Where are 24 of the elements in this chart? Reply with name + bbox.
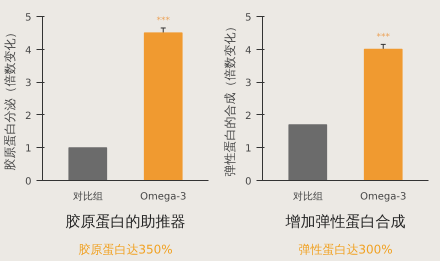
y-tick-label: 2 bbox=[245, 110, 252, 122]
y-tick-label: 3 bbox=[245, 78, 252, 90]
y-tick-label: 3 bbox=[25, 78, 32, 90]
x-tick-label: 对比组 bbox=[72, 190, 103, 202]
annotation: *** bbox=[156, 16, 170, 26]
y-tick-label: 2 bbox=[25, 110, 32, 122]
y-tick-label: 4 bbox=[25, 45, 32, 56]
y-tick-label: 0 bbox=[245, 176, 252, 188]
y-tick-label: 1 bbox=[245, 144, 252, 155]
text: 弹性蛋白达300% bbox=[298, 242, 393, 256]
y-axis-title: 胶原蛋白分泌（倍数变化） bbox=[3, 26, 18, 170]
annotation: *** bbox=[376, 32, 390, 42]
x-tick-label: Omega-3 bbox=[140, 192, 186, 202]
y-tick-label: 5 bbox=[245, 12, 252, 24]
x-tick-label: 对比组 bbox=[292, 190, 323, 202]
y-tick-label: 1 bbox=[25, 144, 32, 155]
x-tick-label: Omega-3 bbox=[360, 192, 406, 202]
text: 增加弹性蛋白合成 bbox=[284, 212, 406, 230]
y-tick-label: 5 bbox=[25, 12, 32, 24]
y-tick-label: 4 bbox=[245, 45, 252, 56]
text: 胶原蛋白达350% bbox=[78, 242, 173, 256]
y-tick-label: 0 bbox=[25, 176, 32, 188]
text: 胶原蛋白的助推器 bbox=[66, 212, 186, 230]
y-axis-title: 弹性蛋白的合成（倍数变化） bbox=[223, 20, 238, 176]
